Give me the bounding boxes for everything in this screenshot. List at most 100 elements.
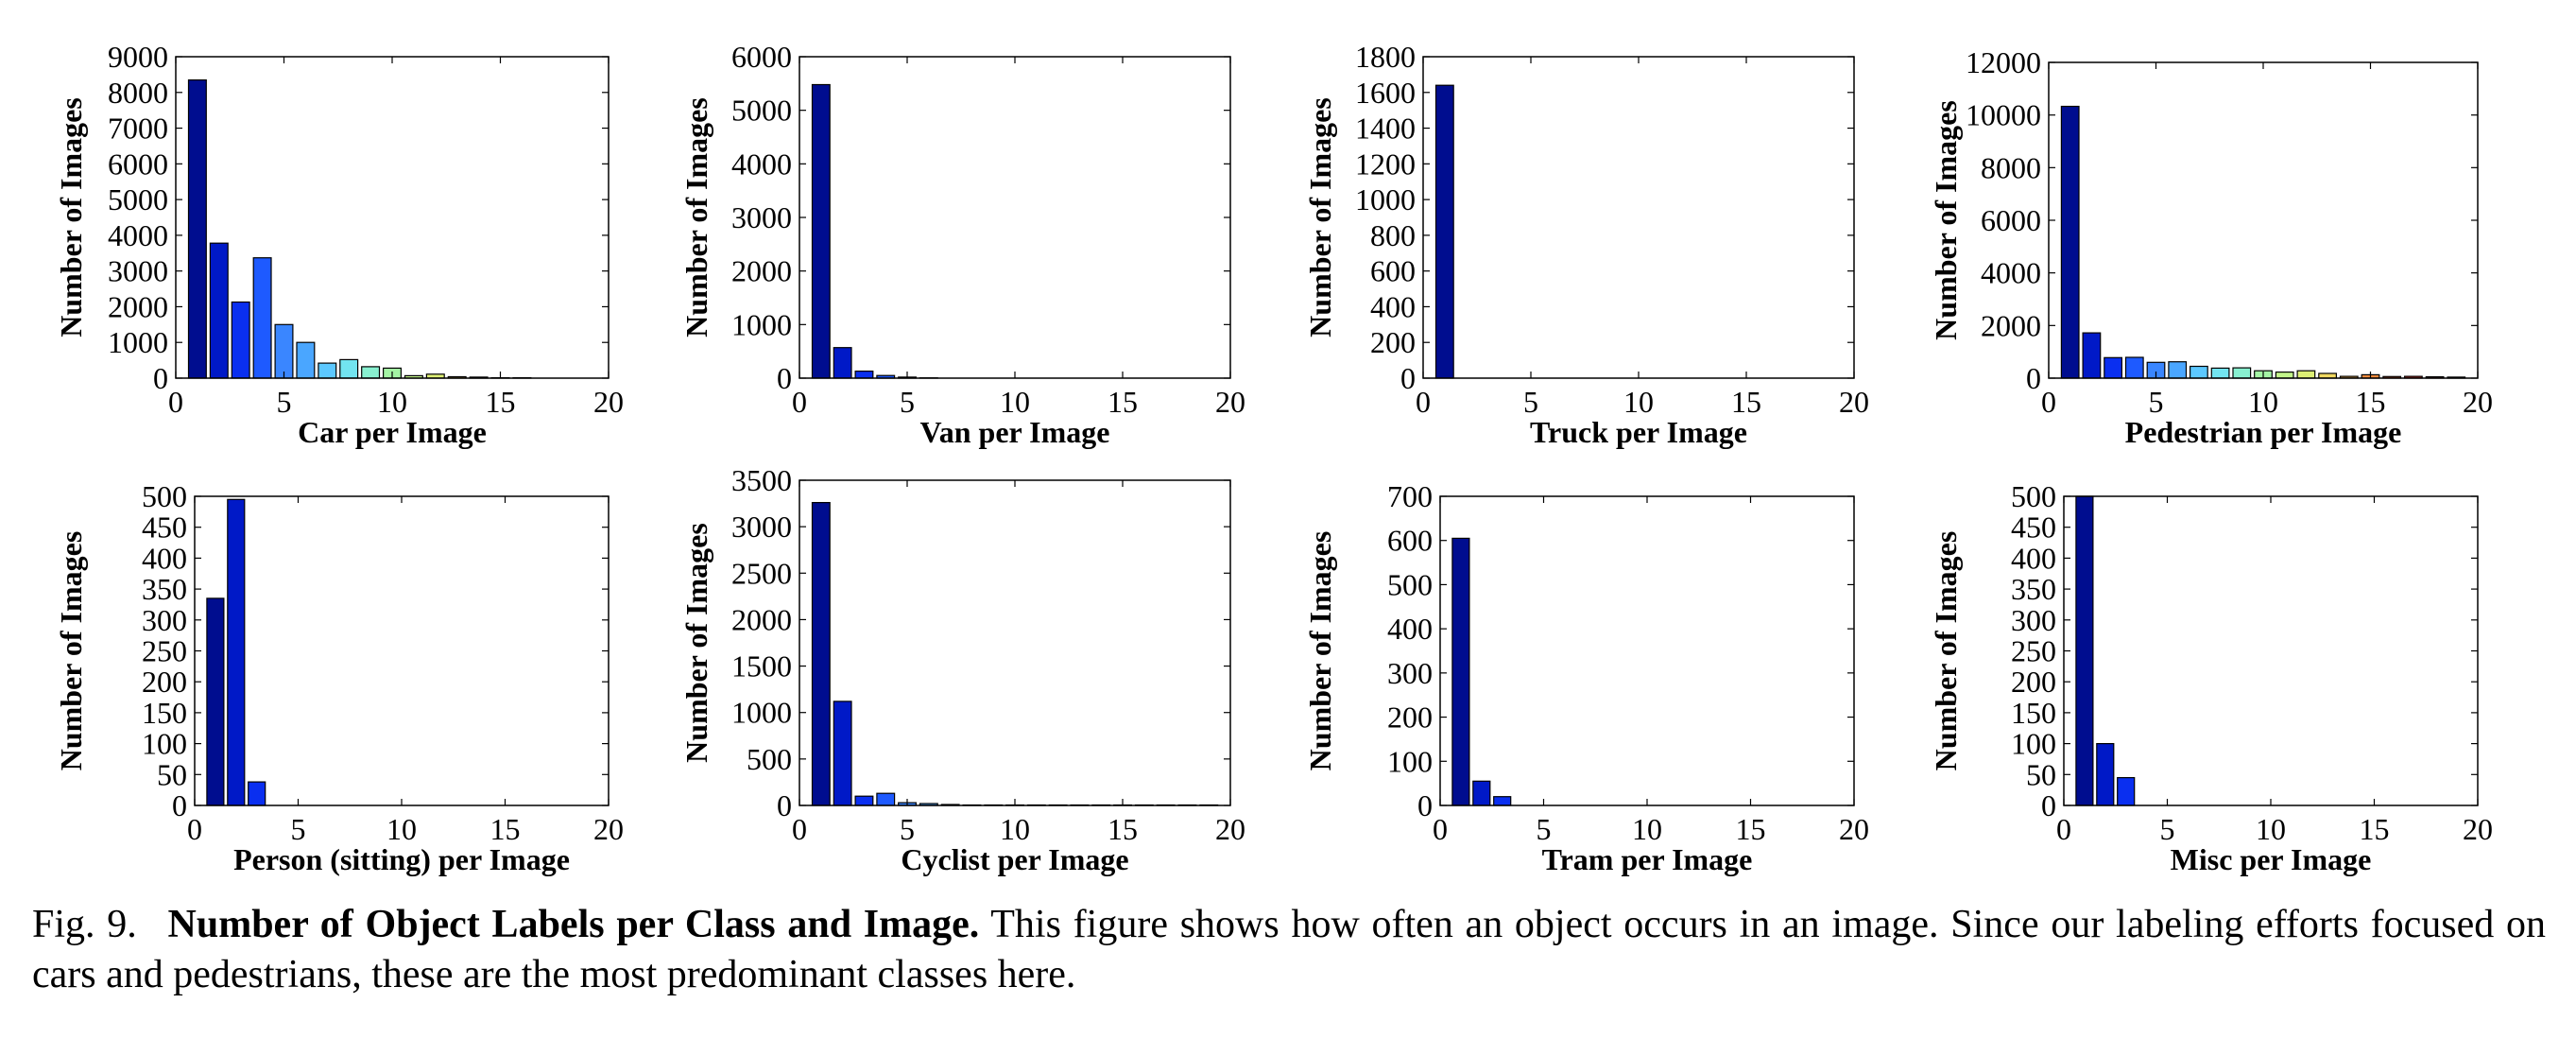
x-tick-label: 15: [1736, 812, 1766, 846]
plot-frame: [799, 56, 1231, 379]
y-tick-label: 150: [142, 696, 187, 730]
plot-frame: [799, 479, 1231, 806]
chart-panel-3: 0 5 10 15 2002004006008001000120014001600180…: [1303, 40, 1869, 449]
y-tick-label: 450: [2011, 510, 2056, 545]
y-tick-label: 0: [2026, 361, 2041, 395]
x-tick-label: 20: [1215, 812, 1245, 846]
y-tick-label: 1000: [1355, 182, 1416, 216]
y-tick-label: 1000: [731, 696, 792, 730]
bar-5: [274, 323, 294, 379]
bar-2: [227, 498, 246, 806]
y-tick-label: 8000: [108, 76, 168, 110]
y-tick-label: 4000: [731, 147, 792, 181]
y-tick-label: 100: [2011, 727, 2056, 761]
y-tick-label: 500: [142, 479, 187, 513]
bar-4: [252, 257, 272, 379]
plot-frame: [2048, 61, 2479, 379]
y-tick-label: 2000: [1981, 308, 2041, 342]
y-axis-label: Number of Images: [679, 523, 713, 763]
bar-3: [854, 371, 874, 379]
x-tick-label: 20: [593, 385, 624, 419]
y-tick-label: 200: [1370, 325, 1416, 359]
bar-1: [811, 83, 831, 379]
bar-9: [361, 366, 381, 379]
bar-3: [2104, 356, 2123, 379]
y-tick-label: 500: [2011, 479, 2056, 513]
x-tick-label: 0: [168, 385, 183, 419]
x-axis-label: Truck per Image: [1530, 415, 1747, 449]
x-tick-label: 10: [2256, 812, 2286, 846]
bar-6: [2168, 361, 2188, 379]
x-tick-label: 15: [1108, 812, 1138, 846]
bar-1: [2075, 495, 2094, 806]
x-tick-label: 15: [1108, 385, 1138, 419]
y-tick-label: 800: [1370, 218, 1416, 252]
y-tick-label: 400: [2011, 541, 2056, 575]
x-axis-label: Misc per Image: [2171, 842, 2372, 876]
x-axis-label: Car per Image: [298, 415, 487, 449]
bar-12: [2296, 370, 2316, 379]
y-tick-label: 700: [1387, 479, 1433, 513]
bar-2: [833, 347, 852, 379]
y-tick-label: 300: [1387, 656, 1433, 690]
bar-1: [206, 597, 225, 806]
y-axis-label: Number of Images: [679, 97, 713, 337]
x-tick-label: 5: [900, 812, 915, 846]
bar-3: [248, 781, 266, 806]
caption-text: This figure shows how often an object oc…: [32, 903, 2547, 996]
y-tick-label: 4000: [1981, 256, 2041, 290]
y-tick-label: 100: [1387, 744, 1433, 778]
bar-7: [318, 362, 337, 379]
x-axis-label: Pedestrian per Image: [2125, 415, 2402, 449]
y-tick-label: 0: [777, 788, 792, 822]
x-tick-label: 0: [1416, 385, 1431, 419]
bar-3: [231, 301, 250, 379]
x-tick-label: 20: [1839, 385, 1869, 419]
x-tick-label: 0: [1433, 812, 1448, 846]
y-tick-label: 50: [2026, 757, 2056, 791]
x-tick-label: 10: [1000, 385, 1030, 419]
chart-panel-1: 0 5 10 15 20 01000200030004000500060007000800…: [54, 40, 624, 449]
bar-4: [2124, 356, 2144, 379]
chart-panel-8: 0 5 10 15 20050100150200250300350400450500Mi…: [1929, 479, 2493, 876]
y-tick-label: 3000: [731, 510, 792, 544]
x-axis-label: Van per Image: [920, 415, 1110, 449]
bar-8: [339, 358, 359, 379]
bar-3: [2117, 776, 2136, 806]
y-axis-label: Number of Images: [1929, 531, 1963, 771]
y-tick-label: 600: [1387, 524, 1433, 558]
x-tick-label: 5: [2149, 385, 2164, 419]
y-tick-label: 1200: [1355, 147, 1416, 181]
x-tick-label: 0: [792, 385, 807, 419]
x-tick-label: 5: [291, 812, 306, 846]
y-tick-label: 3000: [108, 254, 168, 288]
y-tick-label: 0: [2041, 788, 2056, 822]
y-tick-label: 5000: [731, 94, 792, 128]
x-tick-label: 10: [2248, 385, 2278, 419]
bar-7: [2190, 365, 2208, 379]
chart-panel-5: 0 5 10 15 20050100150200250300350400450500Pe…: [54, 479, 624, 876]
bar-2: [209, 242, 229, 379]
y-tick-label: 2500: [731, 556, 792, 590]
x-axis-label: Person (sitting) per Image: [233, 842, 570, 876]
y-tick-label: 3000: [731, 200, 792, 234]
x-tick-label: 0: [792, 812, 807, 846]
x-tick-label: 10: [386, 812, 417, 846]
bar-1: [2060, 105, 2080, 379]
y-tick-label: 350: [142, 572, 187, 606]
y-tick-label: 4000: [108, 218, 168, 252]
y-tick-label: 250: [2011, 634, 2056, 668]
caption-prefix: Fig. 9.: [32, 903, 137, 946]
x-tick-label: 20: [2463, 385, 2493, 419]
x-tick-label: 20: [1215, 385, 1245, 419]
y-axis-label: Number of Images: [1929, 100, 1963, 340]
y-tick-label: 1500: [731, 649, 792, 683]
y-tick-label: 6000: [1981, 203, 2041, 237]
y-tick-label: 100: [142, 727, 187, 761]
y-tick-label: 5000: [108, 182, 168, 216]
x-axis-label: Tram per Image: [1542, 842, 1753, 876]
x-tick-label: 15: [2356, 385, 2386, 419]
y-axis-label: Number of Images: [1303, 531, 1337, 771]
y-tick-label: 3500: [731, 463, 792, 497]
